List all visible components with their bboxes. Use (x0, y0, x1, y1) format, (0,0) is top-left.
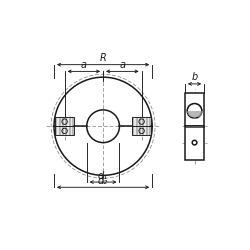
Text: a: a (81, 60, 87, 70)
Bar (55, 117, 74, 126)
Text: a: a (119, 60, 125, 70)
Bar (132, 117, 151, 126)
Circle shape (192, 140, 197, 145)
Bar (55, 126, 74, 136)
Bar (55, 117, 74, 136)
Text: d₂: d₂ (98, 176, 108, 186)
Bar (185, 92, 204, 160)
Circle shape (187, 104, 202, 118)
Text: R: R (100, 53, 106, 63)
Bar (132, 117, 151, 136)
Text: d₁: d₁ (98, 171, 108, 181)
Text: b: b (192, 72, 198, 82)
Bar (132, 126, 151, 136)
